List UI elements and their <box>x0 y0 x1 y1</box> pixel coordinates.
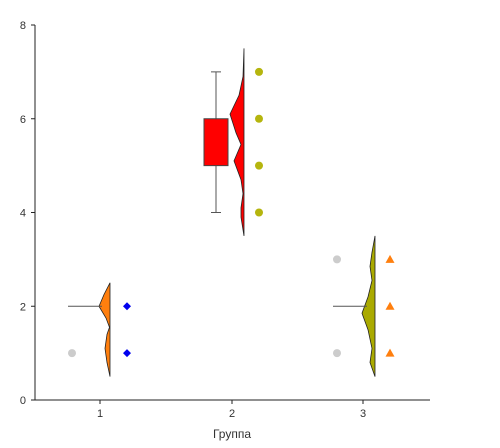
data-point-circle <box>255 67 263 76</box>
data-point-left <box>333 349 341 358</box>
data-point-circle <box>255 161 263 170</box>
data-point-left <box>333 255 341 264</box>
box-group-2 <box>203 118 229 167</box>
y-tick-label: 8 <box>20 20 26 32</box>
x-axis-title: Группа <box>213 427 251 441</box>
density-shape-group-3 <box>361 235 376 377</box>
x-tick-label: 2 <box>229 408 235 420</box>
x-tick-label: 1 <box>97 408 103 420</box>
density-shape-group-1 <box>98 282 111 377</box>
data-point-diamond <box>123 349 131 358</box>
data-point-circle <box>255 114 263 123</box>
y-tick-label: 6 <box>20 114 26 126</box>
data-point-left <box>68 349 76 358</box>
data-point-triangle <box>385 348 395 357</box>
y-tick-label: 4 <box>20 208 26 220</box>
y-tick-label: 0 <box>20 395 26 407</box>
y-axis-ticks: 0 2 4 6 8 <box>20 20 35 407</box>
data-point-triangle <box>385 301 395 310</box>
y-tick-label: 2 <box>20 301 26 313</box>
x-axis-ticks: 1 2 3 <box>97 400 366 420</box>
data-point-triangle <box>385 254 395 263</box>
data-point-circle <box>255 208 263 217</box>
data-point-diamond <box>123 302 131 311</box>
plot-area <box>68 48 395 377</box>
density-shape-group-2 <box>229 48 245 236</box>
x-tick-label: 3 <box>360 408 366 420</box>
